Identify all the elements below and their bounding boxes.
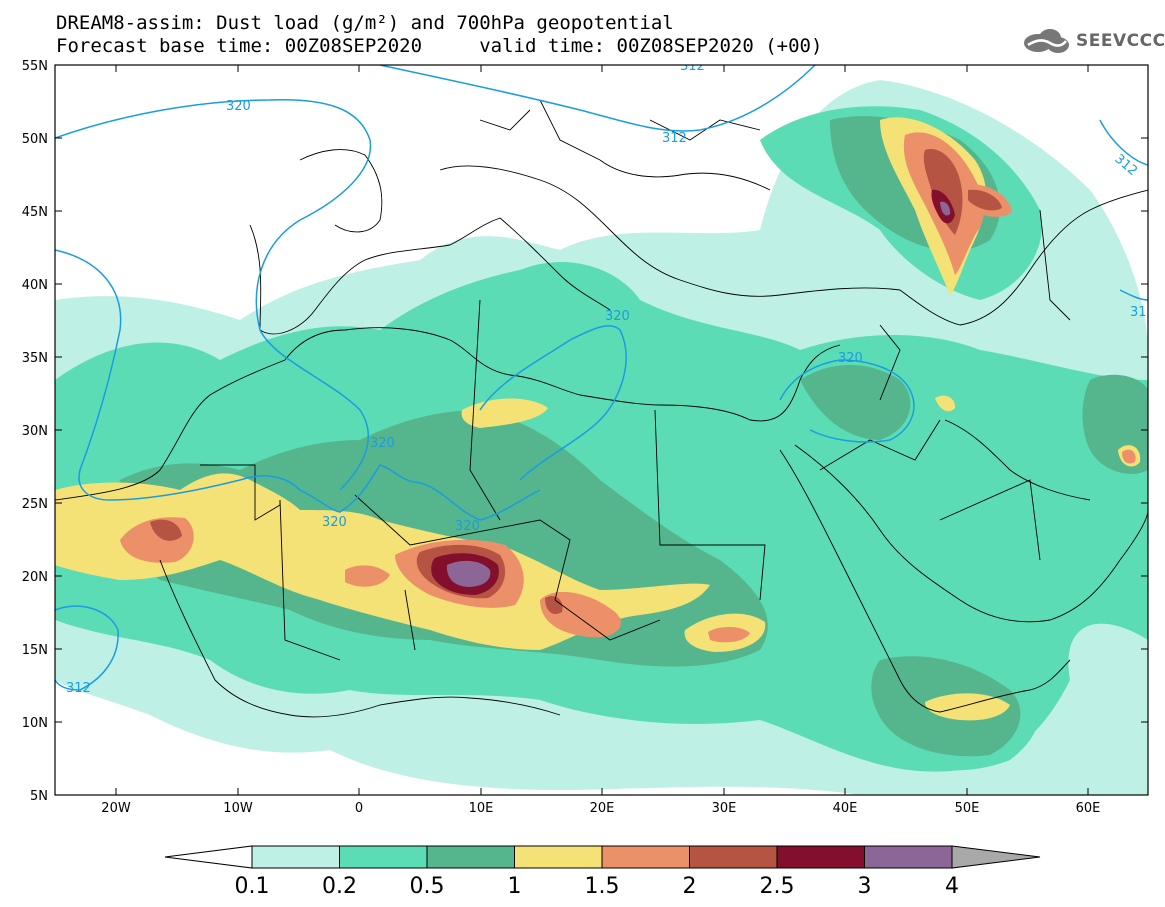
lat-label: 10N — [22, 716, 48, 731]
colorbar-swatch — [601, 845, 690, 869]
forecast-time-line: Forecast base time: 00Z08SEP2020 valid t… — [56, 35, 823, 57]
latitude-labels: 55N 50N 45N 40N 35N 30N 25N 20N 15N 10N … — [22, 59, 48, 804]
dust-level-3-shading — [446, 201, 951, 587]
contour-label: 320 — [370, 436, 395, 451]
colorbar-swatch — [339, 845, 428, 869]
contour-label: 320 — [605, 309, 630, 324]
colorbar-swatch — [426, 845, 515, 869]
lon-label: 50E — [955, 801, 980, 816]
colorbar: 0.1 0.2 0.5 1 1.5 2 2.5 3 4 — [164, 845, 1041, 899]
colorbar-label: 1 — [508, 874, 522, 899]
colorbar-label: 0.5 — [410, 874, 445, 899]
lat-label: 40N — [22, 278, 48, 293]
cloud-icon — [1024, 29, 1069, 53]
lat-label: 45N — [22, 205, 48, 220]
colorbar-swatch — [864, 845, 953, 869]
colorbar-swatch — [689, 845, 778, 869]
contour-label: 31 — [1130, 305, 1147, 320]
map-area: 320 312 312 320 320 320 320 320 312 312 … — [55, 59, 1148, 795]
colorbar-label: 1.5 — [585, 874, 620, 899]
seevccc-logo: SEEVCCC — [1020, 28, 1165, 54]
colorbar-label: 2 — [683, 874, 697, 899]
lon-label: 10W — [223, 801, 253, 816]
lat-label: 50N — [22, 132, 48, 147]
lat-label: 30N — [22, 424, 48, 439]
colorbar-label: 0.1 — [235, 874, 270, 899]
lat-label: 5N — [30, 789, 48, 804]
contour-label: 312 — [662, 131, 687, 146]
colorbar-swatch — [251, 845, 340, 869]
lon-label: 60E — [1076, 801, 1101, 816]
colorbar-swatches — [251, 845, 953, 869]
lon-label: 0 — [355, 801, 363, 816]
colorbar-swatch — [514, 845, 603, 869]
longitude-labels: 20W 10W 0 10E 20E 30E 40E 50E 60E — [101, 801, 1100, 816]
lat-label: 35N — [22, 351, 48, 366]
contour-label: 320 — [838, 351, 863, 366]
logo-text: SEEVCCC — [1076, 31, 1165, 51]
lon-label: 20E — [590, 801, 615, 816]
colorbar-swatch — [776, 845, 865, 869]
lon-label: 20W — [101, 801, 131, 816]
colorbar-label: 2.5 — [760, 874, 795, 899]
lat-label: 25N — [22, 497, 48, 512]
colorbar-min-arrow — [164, 845, 253, 869]
lat-label: 20N — [22, 570, 48, 585]
contour-label: 312 — [66, 681, 91, 696]
longitude-axis — [115, 65, 1089, 795]
lon-label: 30E — [712, 801, 737, 816]
colorbar-label: 4 — [945, 874, 959, 899]
lat-label: 15N — [22, 643, 48, 658]
map-title: DREAM8-assim: Dust load (g/m²) and 700hP… — [56, 12, 674, 34]
colorbar-label: 0.2 — [322, 874, 357, 899]
colorbar-label: 3 — [858, 874, 872, 899]
lon-label: 40E — [833, 801, 858, 816]
contour-label: 320 — [226, 99, 251, 114]
colorbar-max-arrow — [951, 845, 1041, 869]
contour-label: 312 — [680, 59, 705, 74]
coastlines-and-borders — [55, 99, 1148, 718]
latitude-axis — [55, 64, 1148, 723]
geopotential-contours — [55, 65, 1148, 691]
lat-label: 55N — [22, 59, 48, 74]
contour-label: 320 — [455, 519, 480, 534]
lon-label: 10E — [469, 801, 494, 816]
colorbar-labels: 0.1 0.2 0.5 1 1.5 2 2.5 3 4 — [235, 874, 960, 899]
contour-label: 320 — [322, 515, 347, 530]
